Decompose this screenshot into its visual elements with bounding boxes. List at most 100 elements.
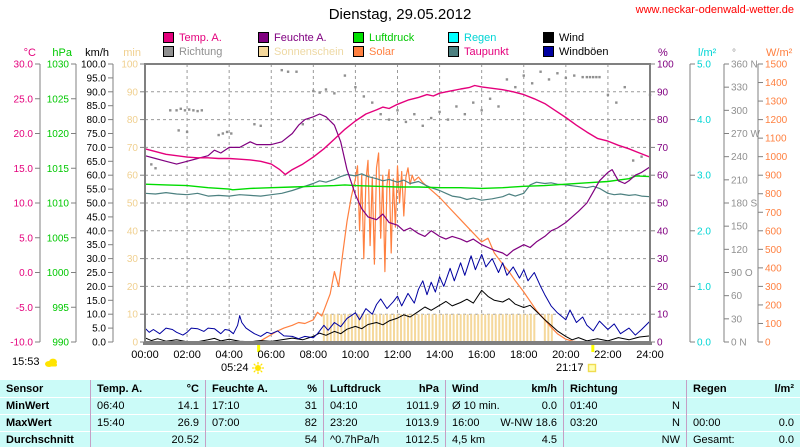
cell-label: 16:00: [452, 417, 480, 429]
table-row: 20.52: [91, 431, 205, 448]
direction-axis-tick-label: 150: [731, 222, 748, 233]
sunshine-bar: [522, 314, 525, 341]
direction-dot: [253, 123, 256, 126]
solar-axis-tick-label: 1500: [765, 60, 788, 71]
sunshine-bar: [519, 314, 522, 341]
x-axis-label: 22:00: [594, 349, 622, 361]
sunshine-bar: [442, 314, 445, 341]
legend-swatch: [353, 32, 364, 43]
page-title: Dienstag, 29.05.2012: [328, 6, 472, 23]
pressure-axis-tick-label: 1015: [47, 164, 70, 175]
legend-label: Taupunkt: [464, 45, 509, 58]
sunshine-bar: [428, 314, 431, 341]
table-column-temp-a-: Temp. A. °C 06:40 14.1 15:40 26.9 20.52: [90, 380, 205, 447]
table-row: 4,5 km 4.5: [446, 431, 563, 448]
cell-value: 26.9: [177, 417, 199, 429]
x-axis-label: 16:00: [468, 349, 496, 361]
wind-axis-tick-label: 85.0: [87, 101, 107, 112]
sunshine-bar: [417, 314, 420, 341]
direction-dot: [581, 75, 584, 79]
sunshine-bar: [410, 314, 413, 341]
column-header: Luftdruck: [330, 383, 381, 395]
sunshine-axis-tick-label: 100: [121, 60, 138, 71]
sunshine-bar: [459, 314, 462, 341]
direction-dot: [606, 93, 610, 97]
direction-axis-tick-label: 360 N: [731, 60, 758, 71]
direction-dot: [472, 101, 475, 104]
website-link[interactable]: www.neckar-odenwald-wetter.de: [635, 4, 794, 16]
pressure-axis-tick-label: 1025: [47, 94, 70, 105]
sunshine-bar: [343, 314, 346, 341]
direction-dot: [547, 78, 551, 81]
direction-dot: [286, 70, 290, 73]
legend-item-sonnenschein: Sonnenschein: [258, 45, 344, 58]
sunshine-bar: [396, 314, 399, 341]
sunshine-axis-tick-label: 0: [132, 338, 138, 349]
x-axis-label: 14:00: [426, 349, 454, 361]
direction-dot: [177, 129, 180, 132]
table-row: ^0.7hPa/h 1012.5: [324, 431, 445, 448]
sunshine-bar: [526, 314, 529, 341]
direction-dot: [354, 85, 357, 89]
solar-axis-tick-label: 300: [765, 282, 782, 293]
direction-dot: [175, 109, 178, 112]
direction-dot: [615, 101, 618, 104]
table-row: 06:40 14.1: [91, 397, 205, 414]
solar-axis-tick-label: 1200: [765, 115, 788, 126]
direction-dot: [259, 124, 262, 127]
rain-axis-tick-label: 2.0: [697, 226, 711, 237]
sunshine-bar: [340, 314, 343, 341]
temp-axis-tick-label: 25.0: [14, 94, 34, 105]
temp-axis-header: °C: [24, 47, 36, 59]
sunshine-bar: [449, 314, 452, 341]
statistics-table: Sensor MinWert MaxWert Durchschnitt Temp. A.…: [0, 380, 800, 447]
direction-dot: [230, 132, 233, 135]
sunshine-bar: [445, 314, 448, 341]
sunshine-axis-tick-label: 30: [127, 254, 139, 265]
wind-axis-tick-label: 30.0: [87, 254, 107, 265]
wind-axis-tick-label: 25.0: [87, 268, 107, 279]
cell-value: 54: [304, 434, 317, 446]
sunset-label: 21:17: [556, 362, 584, 374]
direction-dot: [371, 101, 374, 104]
direction-dot: [455, 105, 458, 108]
table-row: NW: [564, 431, 686, 448]
humidity-axis-tick-label: 10: [657, 310, 669, 321]
direction-dot: [564, 76, 568, 80]
pressure-axis-tick-label: 995: [52, 303, 69, 314]
table-row: MaxWert: [0, 414, 90, 431]
wind-axis-tick-label: 95.0: [87, 73, 107, 84]
column-unit: hPa: [418, 383, 439, 395]
sunshine-bar: [547, 314, 550, 341]
direction-dot: [192, 109, 195, 112]
solar-axis-tick-label: 1100: [765, 134, 787, 145]
cell-label: 23:20: [330, 417, 358, 429]
sunshine-bar: [375, 314, 378, 341]
sunshine-bar: [368, 314, 371, 341]
sunshine-axis-tick-label: 20: [127, 282, 139, 293]
cell-value: 1012.5: [405, 434, 439, 446]
direction-dot: [387, 118, 391, 121]
sunshine-bar: [421, 314, 424, 341]
wind-axis-tick-label: 10.0: [87, 310, 107, 321]
sunshine-axis-tick-label: 90: [127, 87, 139, 98]
x-axis-label: 00:00: [131, 349, 159, 361]
cell-value: 20.52: [171, 434, 199, 446]
wind-axis-tick-label: 15.0: [87, 296, 107, 307]
x-axis-label: 10:00: [342, 349, 370, 361]
temp-axis-tick-label: -5.0: [16, 303, 34, 314]
direction-dot: [505, 78, 509, 81]
legend-item-regen: Regen: [448, 31, 496, 44]
sunshine-bar: [512, 314, 515, 341]
x-axis-label: 02:00: [173, 349, 201, 361]
direction-dot: [185, 130, 189, 134]
table-column-luftdruck: Luftdruck hPa 04:10 1011.9 23:20 1013.9 ^0.7hP…: [323, 380, 445, 447]
direction-dot: [379, 112, 382, 116]
sunshine-bar: [347, 314, 350, 341]
direction-dot: [221, 132, 225, 135]
legend-swatch: [448, 46, 459, 57]
solar-axis-tick-label: 400: [765, 263, 782, 274]
sunshine-bar: [354, 314, 357, 341]
solar-axis-tick-label: 1300: [765, 97, 788, 108]
legend-swatch: [163, 46, 174, 57]
